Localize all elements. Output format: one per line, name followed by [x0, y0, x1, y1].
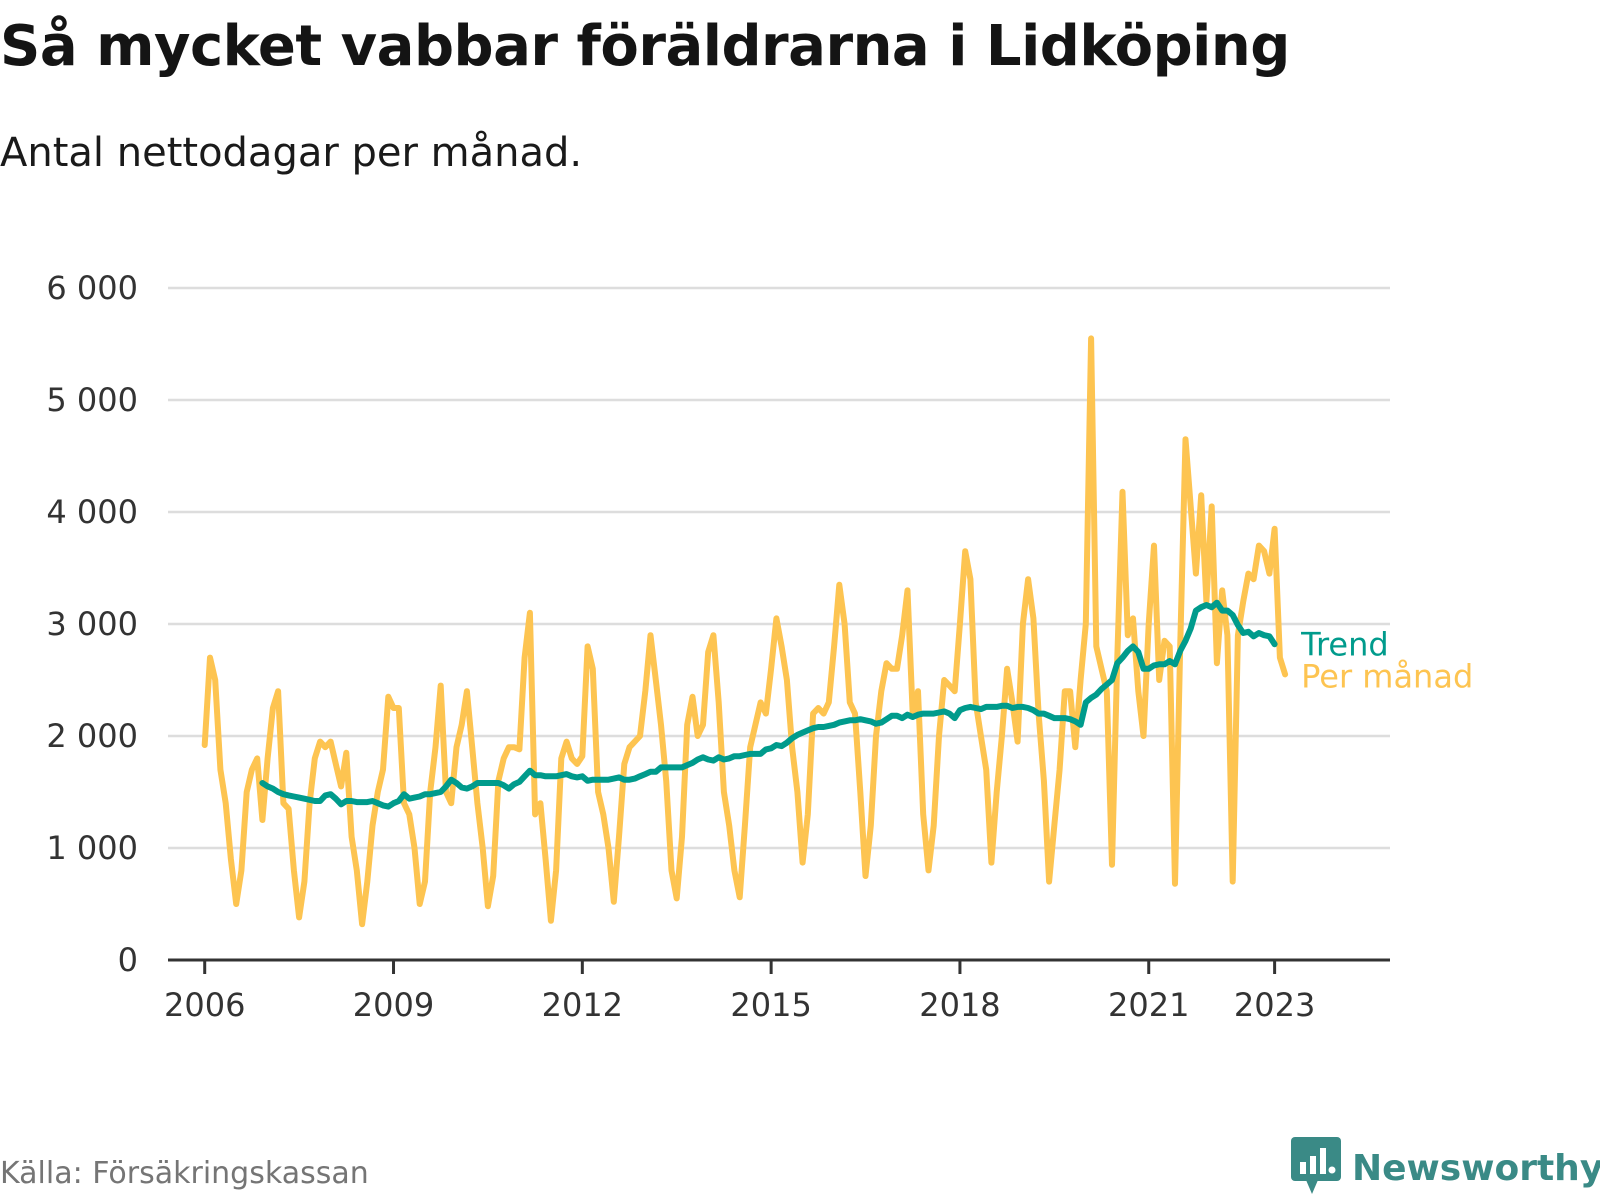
brand-logo: Newsworthy: [1290, 1137, 1600, 1196]
chart-title: Så mycket vabbar föräldrarna i Lidköping: [0, 14, 1290, 79]
x-tick-label: 2015: [730, 986, 811, 1024]
x-tick-label: 2021: [1108, 986, 1189, 1024]
chart-subtitle: Antal nettodagar per månad.: [0, 130, 583, 176]
x-tick-label: 2006: [164, 986, 245, 1024]
y-tick-label: 4 000: [46, 493, 138, 531]
brand-name: Newsworthy: [1352, 1147, 1600, 1189]
y-axis-ticks: 0 1 000 2 000 3 000 4 000 5 000 6 000: [46, 269, 138, 979]
x-tick-label: 2023: [1234, 986, 1315, 1024]
y-tick-label: 3 000: [46, 605, 138, 643]
y-tick-label: 6 000: [46, 269, 138, 307]
series-lines: [201, 335, 1289, 928]
y-tick-label: 0: [118, 941, 138, 979]
y-tick-label: 1 000: [46, 829, 138, 867]
x-tick-label: 2012: [542, 986, 623, 1024]
y-tick-label: 2 000: [46, 717, 138, 755]
x-tick-label: 2018: [919, 986, 1000, 1024]
series-line-0: [201, 335, 1289, 928]
source-note: Källa: Försäkringskassan: [0, 1156, 369, 1191]
y-tick-label: 5 000: [46, 381, 138, 419]
series-line-1: [259, 599, 1278, 810]
x-axis: 2006 2009 2012 2015 2018 2021 2023: [164, 958, 1390, 1024]
x-tick-label: 2009: [353, 986, 434, 1024]
bar-chart-speech-bubble-icon: [1290, 1136, 1342, 1200]
series-label: Per månad: [1301, 657, 1473, 695]
series-label: Trend: [1300, 625, 1389, 663]
